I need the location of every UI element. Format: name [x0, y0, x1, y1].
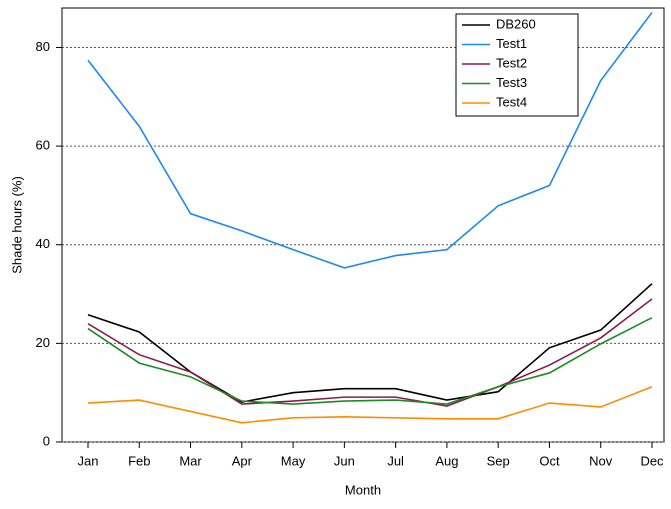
y-tick-label: 0 — [43, 433, 50, 448]
legend-label: Test4 — [496, 94, 527, 109]
series-line — [87, 283, 653, 403]
y-axis-label: Shade hours (%) — [9, 176, 24, 274]
x-tick-label: Oct — [539, 453, 560, 468]
y-tick-label: 80 — [36, 39, 50, 54]
legend-label: Test1 — [496, 36, 527, 51]
series-line — [87, 11, 653, 269]
legend-label: Test2 — [496, 55, 527, 70]
x-tick-label: Sep — [487, 453, 510, 468]
x-tick-label: Nov — [589, 453, 613, 468]
x-axis-label: Month — [345, 482, 381, 497]
series-line — [87, 298, 653, 407]
x-tick-label: Mar — [179, 453, 202, 468]
y-tick-label: 60 — [36, 138, 50, 153]
series-line — [87, 317, 653, 405]
x-tick-label: Jul — [387, 453, 404, 468]
x-tick-label: Apr — [232, 453, 253, 468]
legend-label: Test3 — [496, 75, 527, 90]
x-tick-label: Jun — [334, 453, 355, 468]
x-tick-label: Dec — [640, 453, 664, 468]
y-tick-label: 20 — [36, 335, 50, 350]
legend-box — [455, 13, 579, 117]
x-tick-label: Feb — [128, 453, 150, 468]
x-tick-label: Jan — [78, 453, 99, 468]
y-tick-label: 40 — [36, 236, 50, 251]
x-tick-label: May — [281, 453, 306, 468]
series-line — [87, 386, 653, 424]
legend-label: DB260 — [496, 16, 536, 31]
x-tick-label: Aug — [435, 453, 458, 468]
